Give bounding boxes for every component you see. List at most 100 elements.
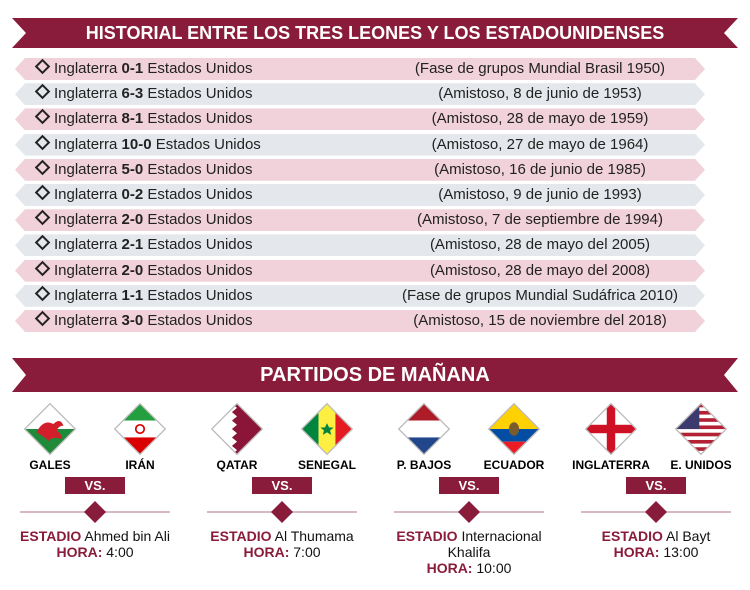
team: Inglaterra [54,261,118,279]
note: (Amistoso, 15 de noviembre del 2018) [413,312,667,329]
team-name: IRÁN [125,458,155,472]
team: Estados Unidos [147,85,253,103]
note: (Amistoso, 27 de mayo de 1964) [431,135,649,153]
note: (Amistoso, 28 de mayo de 1959) [431,110,649,128]
score: 1-1 [121,286,144,304]
time-label: HORA: [56,544,103,560]
score: 2-1 [121,236,144,254]
note: (Amistoso, 7 de septiembre de 1994) [417,211,663,229]
team: Inglaterra [54,211,118,229]
flag [397,402,451,456]
team: Estados Unidos [147,312,253,329]
history-row: Inglaterra 0-2 Estados Unidos (Amistoso, … [15,184,705,206]
bullet [35,260,51,276]
history-row: Inglaterra 5-0 Estados Unidos (Amistoso, … [15,159,705,181]
history-row: Inglaterra 0-1 Estados Unidos (Fase de gr… [15,58,705,80]
flag [674,402,728,456]
bullet [35,311,51,327]
divider [20,501,170,523]
history-row: Inglaterra 10-0 Estados Unidos (Amistoso,… [15,134,705,156]
stadium-line: ESTADIO Al Bayt [566,528,746,544]
score: 8-1 [121,110,144,128]
section-title: PARTIDOS DE MAÑANA [260,364,490,386]
team: Estados Unidos [147,211,253,229]
header-title: HISTORIAL ENTRE LOS TRES LEONES Y LOS ES… [85,23,665,43]
team: Inglaterra [54,110,118,128]
team: Inglaterra [54,286,118,304]
time-line: HORA: 13:00 [566,544,746,560]
match-info: ESTADIO Ahmed bin Ali HORA: 4:00 [5,528,185,560]
stadium: Internacional Khalifa [447,528,542,560]
stadium-line: ESTADIO Al Thumama [192,528,372,544]
team: Inglaterra [54,160,118,178]
team-name: E. UNIDOS [670,458,732,472]
flag [584,402,638,456]
score: 0-2 [121,186,144,203]
stadium-line: ESTADIO Internacional Khalifa [379,528,559,560]
flag [300,402,354,456]
divider [207,501,357,523]
row-match: Inglaterra 0-1 Estados Unidos [37,58,252,80]
time-label: HORA: [613,544,660,560]
stadium: Ahmed bin Ali [84,528,170,544]
match-info: ESTADIO Internacional Khalifa HORA: 10:00 [379,528,559,576]
match: QATAR SENEGAL VS. ESTADIO Al Thumama HORA: 7… [192,400,372,585]
flag [210,402,264,456]
vs-badge: VS. [65,477,125,494]
note: (Amistoso, 16 de junio de 1985) [434,160,646,178]
row-match: Inglaterra 8-1 Estados Unidos [37,108,252,130]
history-row: Inglaterra 2-1 Estados Unidos (Amistoso, … [15,234,705,256]
note: (Amistoso, 28 de mayo del 2005) [429,236,651,254]
team: Inglaterra [54,60,118,77]
row-match: Inglaterra 2-0 Estados Unidos [37,260,252,282]
row-match: Inglaterra 0-2 Estados Unidos [37,184,252,206]
row-match: Inglaterra 2-1 Estados Unidos [37,234,252,256]
section-banner: PARTIDOS DE MAÑANA [12,358,738,392]
flag [487,402,541,456]
stadium-label: ESTADIO [210,528,272,544]
team: Estados Unidos [155,135,261,153]
vs-badge: VS. [252,477,312,494]
history-row: Inglaterra 3-0 Estados Unidos (Amistoso, … [15,310,705,332]
team-name: GALES [29,458,71,472]
time: 13:00 [663,544,699,560]
match-info: ESTADIO Al Bayt HORA: 13:00 [566,528,746,560]
bullet [35,210,51,226]
score: 6-3 [121,85,144,103]
stadium: Al Thumama [274,528,354,544]
vs-badge: VS. [439,477,499,494]
team: Estados Unidos [147,186,253,203]
time-line: HORA: 10:00 [379,560,559,576]
stadium-label: ESTADIO [601,528,663,544]
time: 4:00 [106,544,134,560]
bullet [35,286,51,302]
match-info: ESTADIO Al Thumama HORA: 7:00 [192,528,372,560]
team: Estados Unidos [147,286,253,304]
bullet [35,59,51,75]
header-banner: HISTORIAL ENTRE LOS TRES LEONES Y LOS ES… [12,18,738,48]
team: Estados Unidos [147,60,253,77]
match: GALES IRÁN VS. ESTADIO Ahmed bin Ali HORA: 4… [5,400,185,585]
row-match: Inglaterra 2-0 Estados Unidos [37,209,252,231]
row-match: Inglaterra 1-1 Estados Unidos [37,285,252,307]
time-label: HORA: [426,560,473,576]
history-row: Inglaterra 6-3 Estados Unidos (Amistoso, … [15,83,705,105]
history-row: Inglaterra 1-1 Estados Unidos (Fase de gr… [15,285,705,307]
score: 10-0 [121,135,152,153]
flag [113,402,167,456]
score: 2-0 [121,211,144,229]
score: 5-0 [121,160,144,178]
bullet [35,134,51,150]
divider [581,501,731,523]
history-row: Inglaterra 2-0 Estados Unidos (Amistoso, … [15,209,705,231]
team: Estados Unidos [147,110,253,128]
stadium: Al Bayt [665,528,711,544]
score: 2-0 [121,261,144,279]
row-match: Inglaterra 3-0 Estados Unidos [37,310,252,332]
history-row: Inglaterra 8-1 Estados Unidos (Amistoso, … [15,108,705,130]
time-line: HORA: 7:00 [192,544,372,560]
team-name: SENEGAL [297,458,356,472]
bullet [35,235,51,251]
row-match: Inglaterra 10-0 Estados Unidos [37,134,261,156]
